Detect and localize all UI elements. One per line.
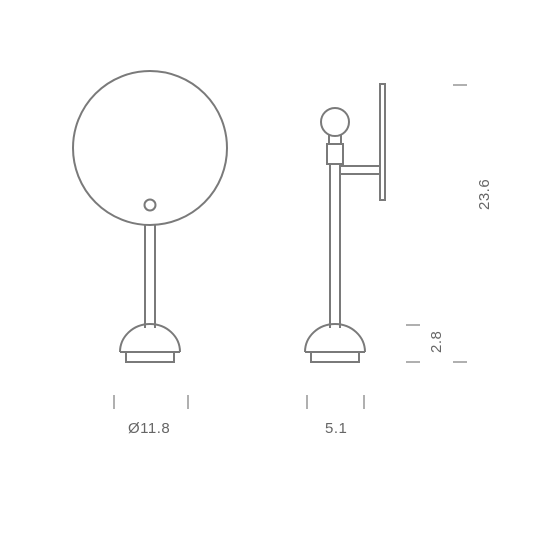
socket — [327, 144, 343, 164]
tick — [453, 361, 467, 363]
tick — [453, 84, 467, 86]
tick — [406, 361, 420, 363]
dim-diameter: Ø11.8 — [128, 420, 170, 437]
dim-width: 5.1 — [325, 420, 347, 437]
side-base-dome — [305, 324, 365, 352]
side-view — [305, 84, 385, 362]
front-view — [73, 71, 227, 362]
base-dome — [120, 324, 180, 352]
switch-circle — [145, 200, 156, 211]
wall-plate — [380, 84, 385, 200]
tick — [113, 395, 115, 409]
tick — [406, 324, 420, 326]
dim-base-height: 2.8 — [428, 331, 445, 353]
tick — [363, 395, 365, 409]
dim-total-height: 23.6 — [476, 179, 493, 210]
arm — [340, 166, 380, 174]
tick — [187, 395, 189, 409]
shade-circle — [73, 71, 227, 225]
tick — [306, 395, 308, 409]
bulb — [321, 108, 349, 136]
base-plate — [126, 352, 174, 362]
side-base-plate — [311, 352, 359, 362]
drawing-canvas — [0, 0, 550, 550]
